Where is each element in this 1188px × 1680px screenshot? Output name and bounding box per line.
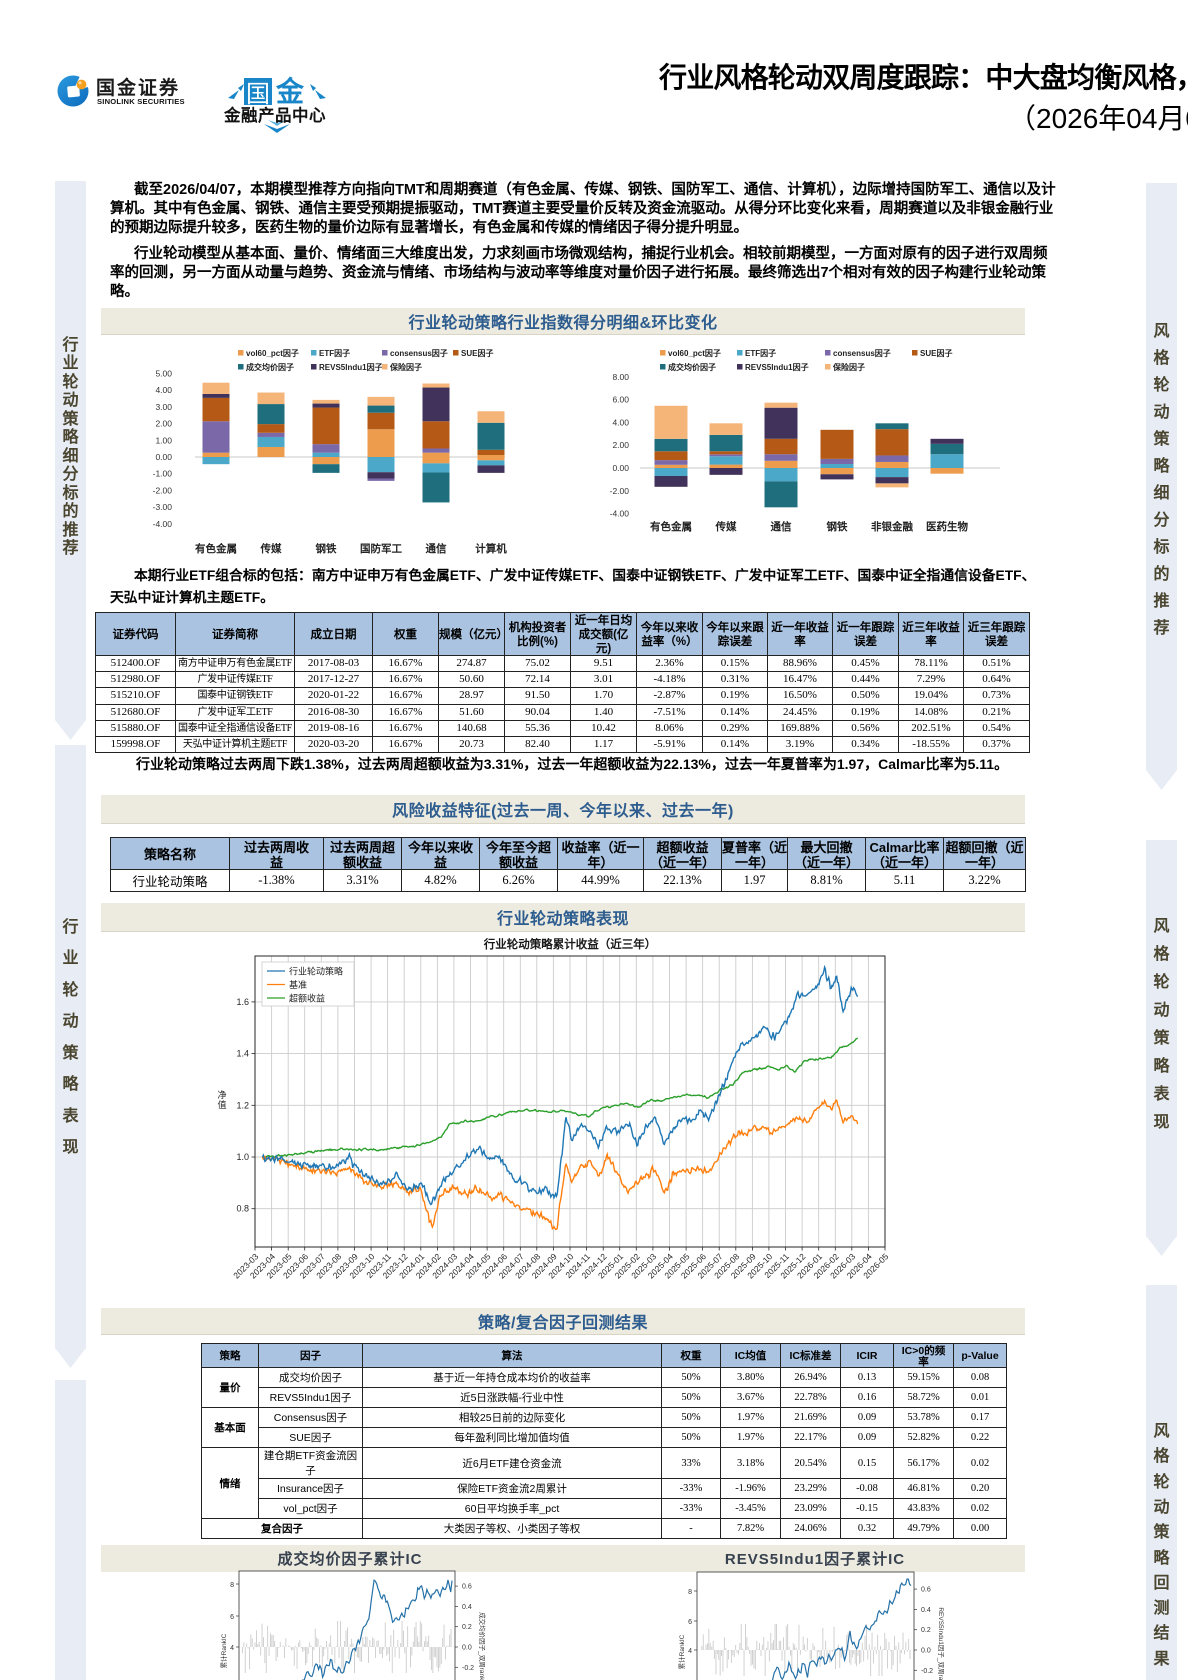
svg-text:6: 6 [230, 1612, 234, 1622]
svg-text:0.00: 0.00 [155, 451, 172, 463]
svg-text:0.6: 0.6 [462, 1582, 472, 1592]
svg-text:vol60_pct因子: vol60_pct因子 [246, 348, 299, 359]
svg-text:成交均价因子_双周rankIC序列: 成交均价因子_双周rankIC序列 [478, 1612, 488, 1680]
svg-text:6.00: 6.00 [612, 394, 629, 406]
svg-text:1.0: 1.0 [236, 1150, 249, 1163]
svg-text:1.2: 1.2 [236, 1098, 249, 1111]
svg-text:成交均价因子: 成交均价因子 [246, 362, 294, 373]
svg-text:REVS5Indu1因子: REVS5Indu1因子 [745, 362, 809, 373]
svg-text:0.4: 0.4 [462, 1602, 472, 1612]
svg-text:4.00: 4.00 [155, 384, 172, 396]
svg-text:超额收益: 超额收益 [289, 992, 325, 1005]
svg-text:8.00: 8.00 [612, 371, 629, 383]
svg-text:8: 8 [230, 1580, 234, 1590]
svg-text:consensus因子: consensus因子 [390, 348, 448, 359]
svg-text:-2.00: -2.00 [610, 485, 630, 497]
svg-text:consensus因子: consensus因子 [833, 348, 891, 359]
svg-text:-2.00: -2.00 [153, 484, 173, 496]
svg-text:通信: 通信 [771, 519, 792, 534]
svg-text:ETF因子: ETF因子 [319, 348, 350, 359]
svg-text:0.2: 0.2 [921, 1625, 931, 1635]
svg-text:8: 8 [688, 1587, 692, 1597]
svg-text:4: 4 [688, 1646, 692, 1656]
svg-text:0.4: 0.4 [921, 1605, 931, 1615]
svg-text:累计RankIC: 累计RankIC [218, 1633, 228, 1668]
svg-text:0.00: 0.00 [612, 462, 629, 474]
svg-text:行业轮动策略: 行业轮动策略 [289, 965, 343, 978]
svg-text:2.00: 2.00 [155, 418, 172, 430]
svg-text:保险因子: 保险因子 [832, 362, 865, 373]
svg-text:0.0: 0.0 [921, 1646, 931, 1656]
svg-text:0.6: 0.6 [921, 1585, 931, 1595]
svg-text:-1.00: -1.00 [153, 468, 173, 480]
svg-text:0.2: 0.2 [462, 1622, 472, 1632]
svg-text:5.00: 5.00 [155, 368, 172, 380]
svg-text:值: 值 [217, 1098, 226, 1111]
svg-text:0.0: 0.0 [462, 1643, 472, 1653]
svg-text:4: 4 [230, 1643, 234, 1653]
svg-text:SUE因子: SUE因子 [461, 348, 493, 359]
svg-text:国防军工: 国防军工 [360, 541, 402, 556]
svg-text:-4.00: -4.00 [610, 508, 630, 520]
svg-text:vol60_pct因子: vol60_pct因子 [668, 348, 721, 359]
svg-text:有色金属: 有色金属 [650, 519, 692, 534]
svg-text:6: 6 [688, 1617, 692, 1627]
svg-text:传媒: 传媒 [715, 519, 737, 534]
svg-text:3.00: 3.00 [155, 401, 172, 413]
svg-text:1.4: 1.4 [236, 1047, 249, 1060]
svg-text:计算机: 计算机 [475, 541, 507, 556]
svg-text:4.00: 4.00 [612, 416, 629, 428]
svg-text:REVS5Indu1因子: REVS5Indu1因子 [319, 362, 383, 373]
svg-text:传媒: 传媒 [260, 541, 282, 556]
svg-text:基准: 基准 [289, 978, 307, 991]
svg-text:1.6: 1.6 [236, 995, 249, 1008]
svg-text:1.00: 1.00 [155, 434, 172, 446]
svg-text:非银金融: 非银金融 [871, 519, 913, 534]
svg-text:累计RankIC: 累计RankIC [676, 1634, 686, 1669]
svg-text:净: 净 [217, 1088, 226, 1101]
svg-text:REVS5Indu1因子_双周rankIC序列: REVS5Indu1因子_双周rankIC序列 [937, 1607, 947, 1680]
svg-text:ETF因子: ETF因子 [745, 348, 776, 359]
svg-text:医药生物: 医药生物 [926, 519, 968, 534]
svg-text:有色金属: 有色金属 [195, 541, 237, 556]
svg-text:通信: 通信 [426, 541, 447, 556]
svg-text:保险因子: 保险因子 [389, 362, 422, 373]
svg-text:成交均价因子: 成交均价因子 [668, 362, 716, 373]
svg-text:钢铁: 钢铁 [827, 519, 848, 534]
svg-text:2.00: 2.00 [612, 439, 629, 451]
svg-text:SUE因子: SUE因子 [920, 348, 952, 359]
svg-text:钢铁: 钢铁 [316, 541, 337, 556]
svg-text:-3.00: -3.00 [153, 501, 173, 513]
svg-text:-0.2: -0.2 [921, 1666, 933, 1676]
svg-text:-4.00: -4.00 [153, 518, 173, 530]
svg-text:0.8: 0.8 [236, 1202, 249, 1215]
svg-text:-0.2: -0.2 [462, 1663, 474, 1673]
svg-text:行业轮动策略累计收益（近三年）: 行业轮动策略累计收益（近三年） [483, 936, 657, 952]
